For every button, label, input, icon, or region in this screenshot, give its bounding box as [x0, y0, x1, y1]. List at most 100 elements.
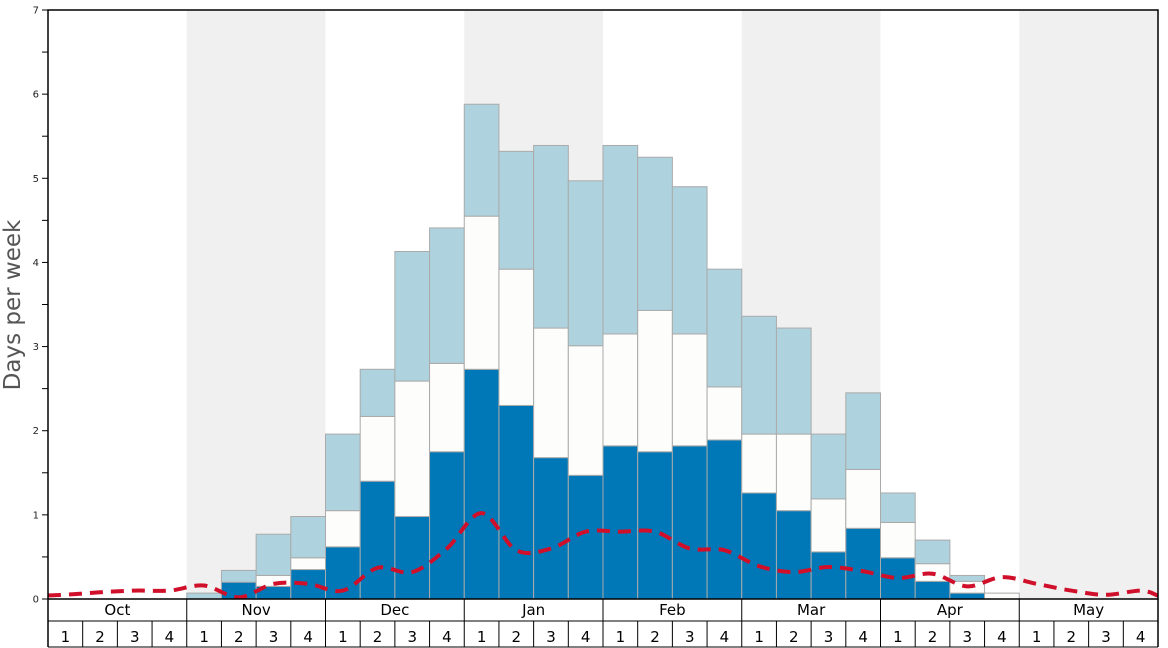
week-label: 4 [1136, 628, 1146, 646]
bar-segment-white [325, 510, 361, 548]
week-label: 2 [650, 628, 660, 646]
bar-segment-dark [706, 439, 743, 600]
bar-segment-dark [949, 592, 986, 600]
week-label: 1 [199, 628, 209, 646]
month-shade-may [1019, 10, 1158, 599]
month-label-nov: Nov [241, 601, 270, 619]
month-label-mar: Mar [797, 601, 826, 619]
week-label: 1 [1032, 628, 1042, 646]
month-label-dec: Dec [380, 601, 409, 619]
bar-segment-light [463, 103, 500, 217]
week-label: 3 [1101, 628, 1111, 646]
bar-segment-white [741, 433, 777, 494]
bar-segment-light [533, 144, 569, 329]
bar-segment-light [741, 315, 777, 435]
bar-segment-white [429, 362, 465, 453]
bar-segment-light [637, 156, 673, 311]
month-label-jan: Jan [521, 601, 545, 619]
bar-segment-white [880, 521, 916, 559]
week-label: 2 [95, 628, 105, 646]
bar-segment-dark [602, 445, 639, 600]
bar-segment-dark [775, 510, 812, 600]
bar-segment-dark [429, 451, 465, 600]
week-label: 2 [1067, 628, 1077, 646]
week-label: 1 [61, 628, 71, 646]
bar-segment-white [637, 309, 673, 453]
bar-segment-white [775, 433, 812, 512]
week-label: 1 [616, 628, 626, 646]
week-label: 2 [373, 628, 383, 646]
bar-segment-dark [914, 580, 951, 600]
bar-segment-light [845, 392, 881, 470]
bar-segment-light [880, 492, 916, 523]
bar-segment-light [394, 250, 431, 382]
bar-segment-white [463, 215, 500, 370]
bar-segment-dark [741, 492, 777, 600]
bar-segment-dark [671, 445, 708, 600]
y-tick-label: 5 [33, 174, 39, 185]
x-axis: Oct Nov Dec Jan Feb Mar Apr May 1 2 3 4 1 2 3 4 1 2 3 4 1 2 3 4… [47, 599, 1159, 648]
bar-segment-light [325, 433, 361, 512]
y-tick-label: 0 [33, 595, 39, 606]
y-tick-label: 3 [33, 342, 39, 353]
week-label: 2 [789, 628, 799, 646]
bar-segment-light [775, 327, 812, 435]
bar-segment-white [533, 327, 569, 459]
bar-segment-white [984, 592, 1020, 600]
bar-segment-dark [359, 480, 396, 600]
bar-segment-dark [498, 404, 535, 600]
bar-segment-light [567, 180, 604, 347]
y-tick-label: 2 [33, 426, 39, 437]
bar-segment-dark [394, 516, 431, 600]
bar-segment-white [810, 498, 847, 553]
week-label: 4 [442, 628, 452, 646]
y-tick-label: 6 [33, 90, 39, 101]
week-label: 1 [754, 628, 764, 646]
month-label-apr: Apr [937, 601, 964, 619]
month-label-oct: Oct [104, 601, 130, 619]
bar-segment-dark [637, 451, 673, 600]
bar-segment-white [706, 386, 743, 441]
bar-segment-light [498, 150, 535, 270]
week-label: 1 [477, 628, 487, 646]
bar-segment-white [394, 380, 431, 518]
bar-segment-dark [567, 474, 604, 600]
y-tick-label: 7 [33, 6, 39, 17]
month-label-feb: Feb [659, 601, 686, 619]
bar-segment-light [914, 539, 951, 565]
bar-segment-light [220, 569, 257, 583]
bar-segment-light [949, 574, 986, 582]
week-label: 4 [303, 628, 313, 646]
week-label: 4 [720, 628, 730, 646]
week-label: 1 [338, 628, 348, 646]
week-label: 2 [928, 628, 938, 646]
bar-segment-light [359, 368, 396, 417]
week-label: 3 [130, 628, 140, 646]
dashed-line-path [47, 511, 1159, 600]
bar-segment-white [359, 415, 396, 482]
bar-segment-dark [290, 569, 326, 600]
bar-segment-light [429, 227, 465, 364]
bar-segment-white [602, 333, 639, 447]
bar-segment-light [671, 186, 708, 335]
week-label: 4 [581, 628, 591, 646]
week-label: 2 [234, 628, 244, 646]
bar-segment-light [255, 533, 292, 576]
week-label: 1 [893, 628, 903, 646]
bar-segment-white [671, 333, 708, 447]
week-label: 4 [858, 628, 868, 646]
bar-segment-white [290, 557, 326, 571]
week-label: 3 [407, 628, 417, 646]
week-label: 3 [269, 628, 279, 646]
y-tick-label: 1 [33, 510, 39, 521]
y-axis-label: Days per week [0, 219, 26, 390]
bar-segment-white [498, 268, 535, 406]
week-label: 2 [512, 628, 522, 646]
dashed-average-line [47, 511, 1159, 600]
y-tick-label: 4 [33, 258, 39, 269]
bar-segment-light [186, 592, 222, 600]
bar-segment-dark [533, 457, 569, 600]
week-label: 3 [685, 628, 695, 646]
bar-segment-light [602, 144, 639, 335]
